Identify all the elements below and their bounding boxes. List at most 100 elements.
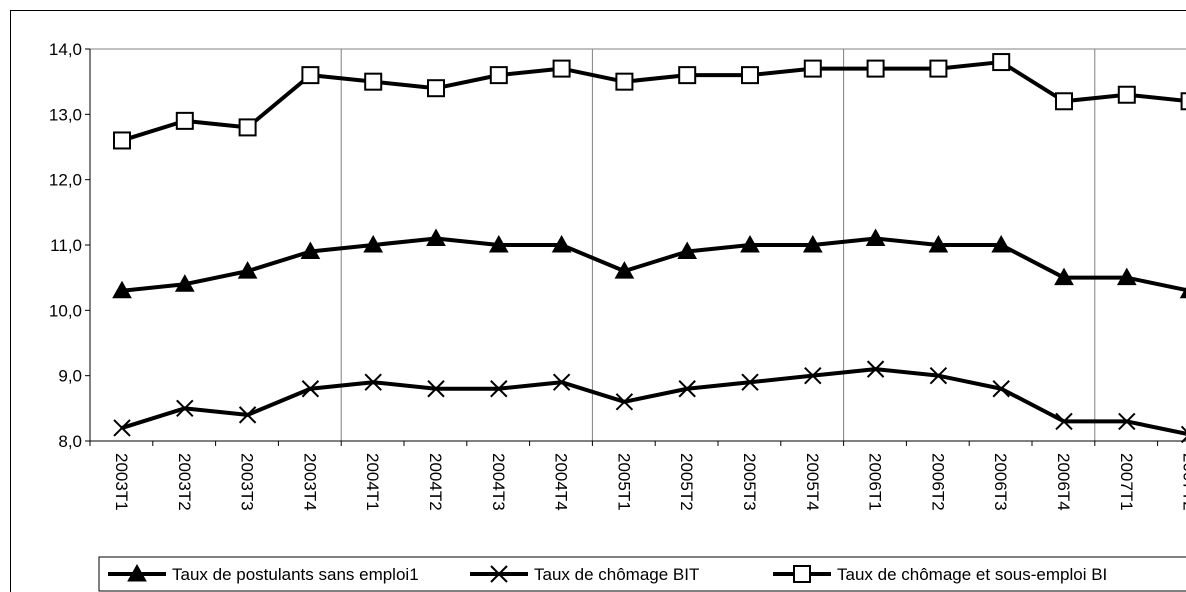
cross-stroke bbox=[552, 373, 571, 391]
y-tick-label: 12,0 bbox=[49, 171, 82, 190]
legend: Taux de postulants sans emploi1 Taux de c… bbox=[98, 556, 1186, 592]
triangle-marker bbox=[614, 261, 635, 279]
cross-stroke bbox=[301, 380, 320, 398]
data-point bbox=[113, 131, 131, 150]
data-point bbox=[1116, 267, 1137, 286]
cross-marker bbox=[741, 373, 759, 391]
data-point bbox=[1055, 412, 1073, 431]
data-point bbox=[238, 118, 257, 137]
cross-stroke bbox=[1118, 412, 1136, 431]
triangle-marker bbox=[1179, 287, 1186, 299]
x-tick-label: 2006T1 bbox=[866, 453, 885, 511]
data-point bbox=[678, 66, 697, 85]
legend-label: Taux de chômage et sous-emploi BI bbox=[837, 565, 1107, 584]
data-point bbox=[426, 228, 446, 246]
data-point bbox=[992, 380, 1010, 398]
x-tick-label: 2006T4 bbox=[1054, 453, 1073, 511]
data-point bbox=[741, 66, 759, 85]
triangle-marker bbox=[300, 241, 321, 260]
cross-stroke bbox=[929, 366, 948, 385]
cross-stroke bbox=[678, 380, 696, 398]
data-point bbox=[238, 406, 257, 424]
data-point bbox=[237, 261, 258, 279]
triangle-marker bbox=[928, 234, 949, 253]
data-point bbox=[363, 234, 384, 253]
cross-marker bbox=[301, 380, 320, 398]
cross-stroke bbox=[804, 366, 822, 385]
x-tick-label: 2003T3 bbox=[238, 453, 257, 511]
data-point bbox=[174, 274, 195, 292]
x-tick-label: 2003T2 bbox=[175, 453, 194, 511]
cross-marker bbox=[1055, 412, 1073, 431]
data-point bbox=[301, 380, 320, 398]
triangle-marker bbox=[1054, 267, 1074, 286]
data-point bbox=[992, 53, 1011, 72]
square-marker bbox=[929, 59, 948, 78]
legend-label: Taux de postulants sans emploi1 bbox=[172, 565, 419, 584]
triangle-marker bbox=[991, 234, 1012, 253]
cross-stroke bbox=[490, 380, 508, 398]
data-point bbox=[176, 399, 194, 418]
cross-marker bbox=[1180, 425, 1186, 444]
cross-stroke bbox=[992, 380, 1010, 398]
y-tick-label: 8,0 bbox=[58, 432, 82, 451]
grid bbox=[90, 48, 1186, 441]
square-marker bbox=[1117, 85, 1136, 104]
data-point bbox=[615, 393, 634, 411]
data-point bbox=[991, 234, 1012, 253]
data-point bbox=[488, 234, 509, 253]
square-marker bbox=[615, 72, 634, 91]
square-marker bbox=[489, 66, 508, 85]
square-marker bbox=[427, 79, 445, 98]
cross-marker bbox=[992, 380, 1010, 398]
cross-marker bbox=[427, 380, 445, 398]
data-point bbox=[741, 373, 759, 391]
x-tick-label: 2005T2 bbox=[677, 453, 696, 511]
x-tick-label: 2004T3 bbox=[489, 453, 508, 511]
data-point bbox=[300, 241, 321, 260]
data-point bbox=[427, 380, 445, 398]
cross-marker bbox=[678, 380, 696, 398]
series-2 bbox=[113, 53, 1186, 150]
square-marker bbox=[113, 131, 131, 150]
data-point bbox=[364, 373, 382, 391]
cross-stroke bbox=[427, 380, 445, 398]
cross-marker bbox=[615, 393, 634, 411]
series-line bbox=[121, 367, 1186, 436]
x-tick-label: 2004T1 bbox=[363, 453, 382, 511]
x-tick-label: 2005T3 bbox=[740, 453, 759, 511]
cross-stroke bbox=[364, 373, 382, 391]
data-point bbox=[1054, 267, 1074, 286]
triangle-marker bbox=[488, 234, 509, 253]
triangle-marker bbox=[1116, 267, 1137, 286]
cross-marker bbox=[552, 373, 571, 391]
data-point bbox=[678, 380, 696, 398]
data-point bbox=[740, 234, 760, 253]
square-marker bbox=[678, 66, 697, 85]
triangle-marker bbox=[112, 280, 132, 299]
cross-marker bbox=[490, 380, 508, 398]
data-point bbox=[866, 360, 885, 378]
data-point bbox=[552, 373, 571, 391]
y-tick-label: 13,0 bbox=[49, 105, 82, 124]
data-point bbox=[1117, 85, 1136, 104]
data-point bbox=[929, 59, 948, 78]
triangle-marker bbox=[551, 234, 572, 253]
data-point bbox=[803, 59, 822, 78]
triangle-marker bbox=[174, 274, 195, 292]
data-point bbox=[489, 66, 508, 85]
data-point bbox=[427, 79, 445, 98]
cross-stroke bbox=[113, 419, 131, 437]
cross-marker bbox=[364, 373, 382, 391]
cross-stroke bbox=[1180, 436, 1186, 444]
square-marker bbox=[741, 66, 759, 85]
data-point bbox=[866, 59, 885, 78]
square-marker bbox=[992, 53, 1011, 72]
triangle-marker bbox=[237, 261, 258, 279]
y-tick-label: 11,0 bbox=[50, 236, 82, 255]
cross-marker bbox=[1118, 412, 1136, 431]
x-tick-label: 2006T2 bbox=[928, 453, 947, 511]
data-point bbox=[113, 419, 131, 437]
data-point bbox=[490, 380, 508, 398]
cross-stroke bbox=[238, 406, 257, 424]
